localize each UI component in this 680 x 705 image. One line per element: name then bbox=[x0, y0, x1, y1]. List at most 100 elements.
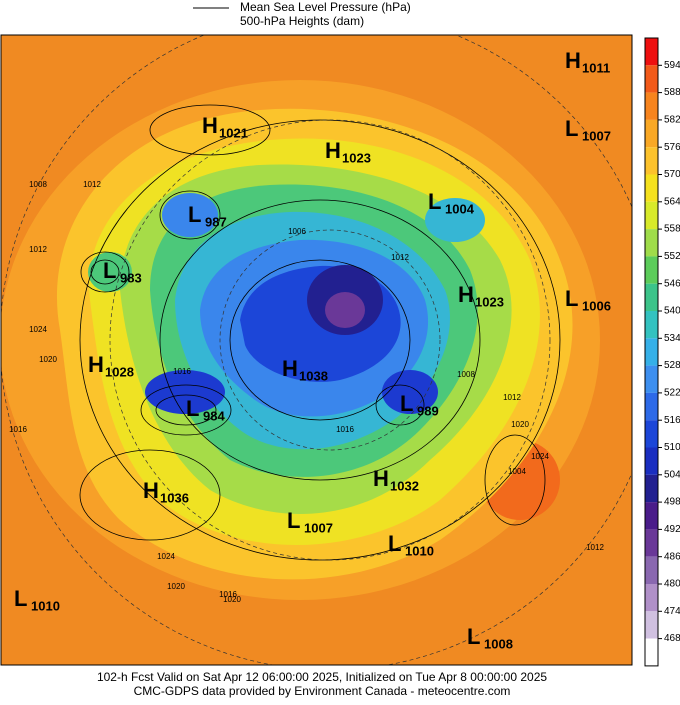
center-value: 1032 bbox=[390, 478, 419, 493]
colorbar-label: 564 bbox=[664, 196, 680, 207]
center-value: 1010 bbox=[31, 598, 60, 613]
colorbar-segment bbox=[645, 474, 658, 503]
colorbar-label: 552 bbox=[664, 251, 680, 262]
colorbar-segment bbox=[645, 92, 658, 120]
contour-label: 1024 bbox=[157, 552, 175, 561]
colorbar-label: 540 bbox=[664, 306, 680, 317]
colorbar-segment bbox=[645, 611, 658, 639]
colorbar-label: 570 bbox=[664, 169, 680, 180]
colorbar-label: 474 bbox=[664, 606, 680, 617]
legend-line-label: Mean Sea Level Pressure (hPa) bbox=[240, 0, 411, 14]
colorbar-label: 504 bbox=[664, 469, 680, 480]
colorbar-segment bbox=[645, 556, 658, 584]
contour-label: 1012 bbox=[391, 253, 409, 262]
center-value: 1007 bbox=[304, 520, 333, 535]
center-letter: L bbox=[565, 286, 578, 311]
contour-label: 1006 bbox=[288, 227, 306, 236]
colorbar-segment bbox=[645, 584, 658, 612]
legend-fill-label: 500-hPa Heights (dam) bbox=[240, 14, 364, 28]
colorbar-segment bbox=[645, 174, 658, 202]
colorbar-segment bbox=[645, 502, 658, 530]
center-letter: H bbox=[565, 48, 581, 73]
center-letter: H bbox=[202, 113, 218, 138]
contour-label: 1012 bbox=[503, 393, 521, 402]
colorbar-label: 468 bbox=[664, 633, 680, 644]
center-value: 987 bbox=[205, 214, 227, 229]
contour-label: 1024 bbox=[531, 452, 549, 461]
colorbar-segment bbox=[645, 65, 658, 93]
colorbar-segment bbox=[645, 229, 658, 257]
contour-label: 1016 bbox=[219, 590, 237, 599]
center-value: 984 bbox=[203, 408, 225, 423]
map bbox=[1, 35, 632, 665]
center-letter: H bbox=[282, 356, 298, 381]
colorbar-segment bbox=[645, 311, 658, 339]
contour-label: 1012 bbox=[83, 180, 101, 189]
colorbar-segment bbox=[645, 529, 658, 557]
center-value: 1006 bbox=[582, 298, 611, 313]
colorbar-segment bbox=[645, 147, 658, 175]
center-value: 983 bbox=[120, 270, 142, 285]
colorbar-label: 510 bbox=[664, 442, 680, 453]
colorbar-label: 534 bbox=[664, 333, 680, 344]
center-value: 1007 bbox=[582, 128, 611, 143]
colorbar-segment bbox=[645, 420, 658, 448]
contour-label: 1020 bbox=[39, 355, 57, 364]
center-letter: L bbox=[467, 624, 480, 649]
center-letter: L bbox=[103, 258, 116, 283]
center-value: 1038 bbox=[299, 368, 328, 383]
contour-label: 1012 bbox=[29, 245, 47, 254]
center-value: 1004 bbox=[445, 201, 475, 216]
center-letter: H bbox=[373, 466, 389, 491]
contour-label: 1016 bbox=[9, 425, 27, 434]
contour-label: 1008 bbox=[29, 180, 47, 189]
center-letter: H bbox=[88, 352, 104, 377]
colorbar-label: 582 bbox=[664, 115, 680, 126]
colorbar-segment bbox=[645, 38, 658, 66]
footer-line: 102-h Fcst Valid on Sat Apr 12 06:00:00 … bbox=[97, 670, 547, 684]
colorbar-label: 498 bbox=[664, 497, 680, 508]
center-letter: L bbox=[287, 508, 300, 533]
center-value: 1036 bbox=[160, 490, 189, 505]
colorbar-segment bbox=[645, 201, 658, 230]
center-letter: L bbox=[188, 202, 201, 227]
center-value: 1008 bbox=[484, 636, 513, 651]
colorbar-label: 516 bbox=[664, 415, 680, 426]
center-letter: L bbox=[400, 391, 413, 416]
colorbar-label: 594 bbox=[664, 60, 680, 71]
center-value: 1023 bbox=[342, 150, 371, 165]
contour-label: 1020 bbox=[167, 582, 185, 591]
colorbar-segment bbox=[645, 638, 658, 666]
colorbar-segment bbox=[645, 256, 658, 284]
colorbar-label: 528 bbox=[664, 360, 680, 371]
center-value: 1023 bbox=[475, 294, 504, 309]
colorbar-segment bbox=[645, 283, 658, 311]
contour-label: 1016 bbox=[336, 425, 354, 434]
contour-label: 1024 bbox=[29, 325, 47, 334]
colorbar-segment bbox=[645, 447, 658, 475]
contour-label: 1012 bbox=[586, 543, 604, 552]
colorbar-label: 480 bbox=[664, 579, 680, 590]
center-letter: L bbox=[14, 586, 27, 611]
contour-label: 1020 bbox=[223, 595, 241, 604]
center-letter: H bbox=[325, 138, 341, 163]
colorbar-label: 486 bbox=[664, 551, 680, 562]
center-value: 989 bbox=[417, 403, 439, 418]
contour-label: 1020 bbox=[511, 420, 529, 429]
colorbar-segment bbox=[645, 365, 658, 393]
center-letter: H bbox=[143, 478, 159, 503]
contour-label: 1008 bbox=[457, 370, 475, 379]
contour-labels: 1008101210241020101610121016102410201008… bbox=[9, 180, 604, 604]
center-value: 1028 bbox=[105, 364, 134, 379]
colorbar-segment bbox=[645, 392, 658, 421]
center-value: 1010 bbox=[405, 543, 434, 558]
colorbar-frame bbox=[644, 37, 659, 667]
colorbar-label: 522 bbox=[664, 388, 680, 399]
map-frame bbox=[0, 34, 633, 666]
colorbar-segment bbox=[645, 338, 658, 366]
colorbar-label: 546 bbox=[664, 278, 680, 289]
center-letter: L bbox=[428, 189, 441, 214]
center-value: 1011 bbox=[582, 60, 610, 75]
